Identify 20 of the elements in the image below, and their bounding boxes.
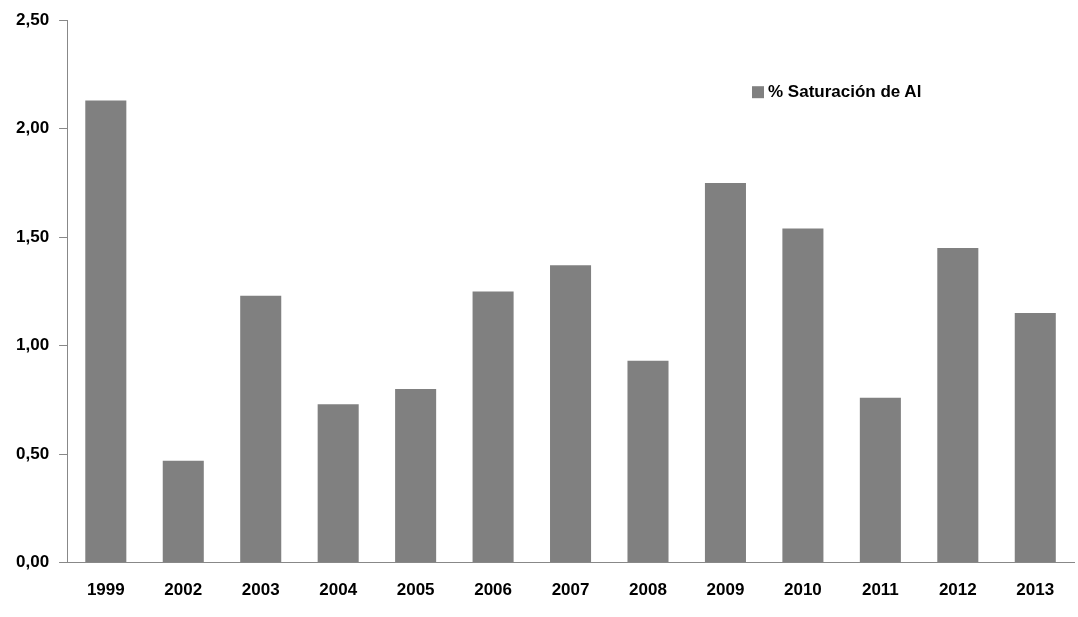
- legend-label: % Saturación de Al: [768, 81, 922, 101]
- y-tick-label: 1,50: [15, 226, 50, 246]
- x-tick-label: 2003: [241, 580, 280, 600]
- x-tick-label: 2002: [164, 580, 203, 600]
- y-tick-label: 1,00: [15, 335, 50, 355]
- y-tick-label: 0,50: [15, 443, 50, 463]
- x-tick-label: 2008: [629, 580, 667, 600]
- x-tick-label: 2004: [319, 580, 358, 600]
- x-tick-label: 2005: [396, 580, 435, 600]
- y-tick-label: 2,00: [15, 118, 50, 138]
- x-tick-label: 2012: [938, 580, 977, 600]
- x-tick-label: 2013: [1016, 580, 1055, 600]
- x-tick-label: 2010: [783, 580, 822, 600]
- x-tick-label: 2007: [551, 580, 590, 600]
- x-tick-label: 2006: [474, 580, 512, 600]
- y-tick-label: 2,50: [15, 9, 50, 29]
- x-tick-label: 2009: [706, 580, 745, 600]
- x-tick-label: 2011: [861, 580, 899, 600]
- x-tick-label: 1999: [86, 580, 125, 600]
- y-tick-label: 0,00: [15, 552, 50, 572]
